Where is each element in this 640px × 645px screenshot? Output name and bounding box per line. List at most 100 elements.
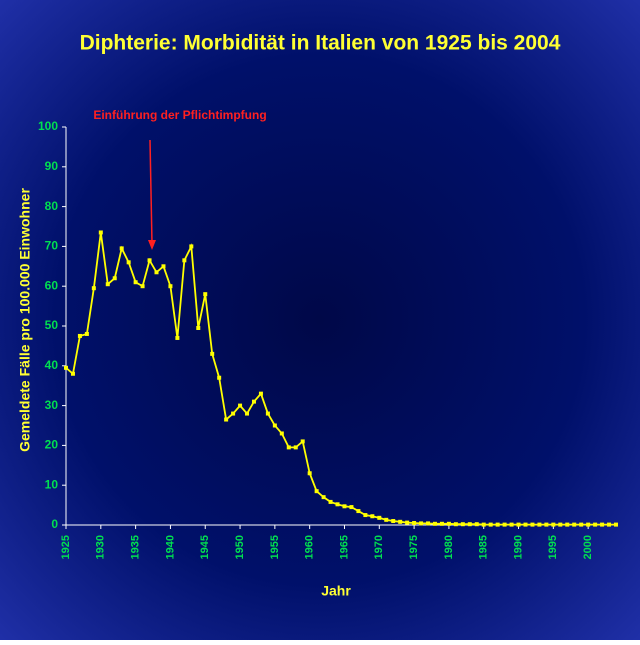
data-point [453,522,458,527]
data-point [91,286,96,291]
data-point [196,325,201,330]
data-point [105,282,110,287]
data-point [572,522,577,527]
data-point [265,411,270,416]
data-point [328,499,333,504]
y-tick-label: 70 [45,239,59,253]
x-axis-label: Jahr [321,583,351,599]
data-point [530,522,535,527]
x-tick-label: 2000 [582,535,594,559]
data-point [432,521,437,526]
data-point [321,495,326,500]
data-point [370,514,375,519]
data-point [238,403,243,408]
data-point [523,522,528,527]
data-point [112,276,117,281]
data-point [77,333,82,338]
data-point [70,371,75,376]
x-tick-label: 1985 [478,535,490,559]
y-tick-label: 60 [45,278,59,292]
data-point [488,522,493,527]
x-tick-label: 1995 [547,535,559,559]
data-point [398,519,403,524]
y-tick-label: 100 [38,119,58,133]
data-point [147,258,152,263]
data-point [446,521,451,526]
chart-title: Diphterie: Morbidität in Italien von 192… [80,32,561,55]
data-point [133,280,138,285]
y-tick-label: 30 [45,398,59,412]
data-point [245,411,250,416]
data-point [356,509,361,514]
x-tick-label: 1925 [60,535,72,559]
data-point [293,445,298,450]
x-tick-label: 1955 [269,535,281,559]
y-tick-label: 20 [45,438,59,452]
data-point [279,431,284,436]
data-point [231,411,236,416]
data-point [210,351,215,356]
data-point [314,489,319,494]
data-point [537,522,542,527]
x-tick-label: 1945 [199,535,211,559]
data-point [607,522,612,527]
data-point [551,522,556,527]
y-tick-label: 90 [45,159,59,173]
y-tick-label: 50 [45,318,59,332]
data-point [558,522,563,527]
data-point [363,513,368,518]
data-point [307,471,312,476]
data-point [98,230,103,235]
x-tick-label: 1960 [304,535,316,559]
data-point [509,522,514,527]
data-point [412,521,417,526]
y-tick-label: 40 [45,358,59,372]
data-point [460,522,465,527]
data-point [217,375,222,380]
y-tick-label: 0 [51,517,58,531]
data-point [342,504,347,509]
data-point [516,522,521,527]
data-point [154,270,159,275]
data-point [126,260,131,265]
data-point [384,517,389,522]
data-point [579,522,584,527]
data-point [161,264,166,269]
data-point [614,522,618,527]
data-point [405,520,410,525]
data-point [189,244,194,249]
data-point [224,417,229,422]
y-tick-label: 10 [45,477,59,491]
data-point [64,365,68,370]
data-point [203,292,208,297]
y-axis-label: Gemeldete Fälle pro 100.000 Einwohner [17,188,33,452]
data-point [544,522,549,527]
x-tick-label: 1980 [443,535,455,559]
data-point [300,439,305,444]
annotation: Einführung der Pflichtimpfung [93,108,266,122]
data-point [168,284,173,289]
data-point [251,399,256,404]
data-point [335,502,340,507]
data-point [467,522,472,527]
x-tick-label: 1930 [95,535,107,559]
annotation-arrow [149,139,153,245]
x-tick-label: 1965 [338,535,350,559]
data-point [119,246,124,251]
data-point [586,522,591,527]
data-point [272,423,277,428]
data-point [474,522,479,527]
data-point [502,522,507,527]
data-point [286,445,291,450]
data-point [377,515,382,520]
x-tick-label: 1990 [512,535,524,559]
data-point [258,391,263,396]
data-point [495,522,500,527]
data-point [349,505,354,510]
data-point [593,522,598,527]
y-tick-label: 80 [45,199,59,213]
data-point [140,284,145,289]
x-tick-label: 1970 [373,535,385,559]
